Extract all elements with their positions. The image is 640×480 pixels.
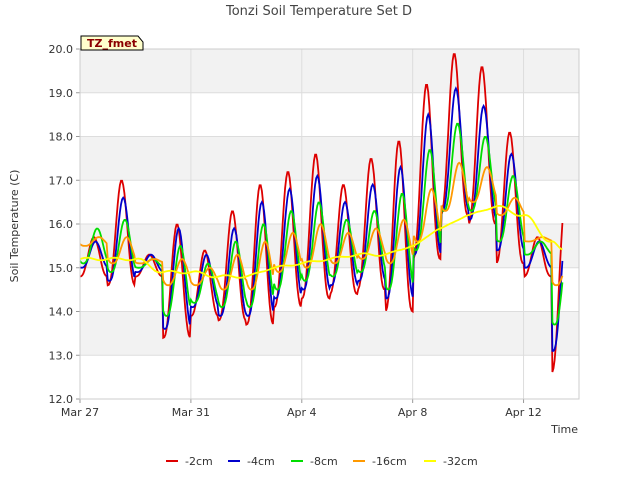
x-tick-label: Mar 31 bbox=[172, 406, 210, 419]
legend-label: -16cm bbox=[372, 455, 407, 468]
series-line-minus-8cm bbox=[79, 122, 564, 326]
legend-label: -4cm bbox=[247, 455, 275, 468]
y-tick-label: 15.0 bbox=[49, 262, 74, 275]
series-line-minus-32cm bbox=[79, 205, 563, 279]
plot-band bbox=[80, 136, 579, 181]
y-tick-label: 17.0 bbox=[49, 174, 74, 187]
plot-band bbox=[80, 355, 579, 399]
legend-label: -2cm bbox=[185, 455, 213, 468]
y-tick-label: 19.0 bbox=[49, 87, 74, 100]
badge-box bbox=[80, 35, 144, 51]
series-line-minus-16cm bbox=[79, 161, 564, 291]
x-axis-ticks: Mar 27 Mar 31 Apr 4 Apr 8 Apr 12 bbox=[61, 399, 542, 419]
y-tick-label: 20.0 bbox=[49, 43, 74, 56]
legend: -2cm -4cm -8cm -16cm -32cm bbox=[166, 455, 478, 468]
y-axis-ticks: 12.0 13.0 14.0 15.0 16.0 17.0 18.0 19.0 20.0 bbox=[49, 43, 80, 406]
x-tick-label: Mar 27 bbox=[61, 406, 99, 419]
x-tick-label: Apr 8 bbox=[398, 406, 428, 419]
y-axis-label: Soil Temperature (C) bbox=[8, 170, 21, 283]
legend-label: -8cm bbox=[310, 455, 338, 468]
plot-band bbox=[80, 49, 579, 93]
legend-label: -32cm bbox=[443, 455, 478, 468]
plot-frame bbox=[79, 48, 580, 400]
badge-text: TZ_fmet bbox=[87, 37, 137, 50]
y-tick-label: 14.0 bbox=[49, 306, 74, 319]
plot-band bbox=[80, 92, 579, 137]
chart-title: Tonzi Soil Temperature Set D bbox=[225, 4, 412, 19]
y-tick-label: 18.0 bbox=[49, 131, 74, 144]
y-tick-label: 16.0 bbox=[49, 218, 74, 231]
plot-band bbox=[80, 311, 579, 356]
series-line-minus-2cm bbox=[79, 53, 564, 373]
x-tick-label: Apr 12 bbox=[505, 406, 542, 419]
x-axis-label: Time bbox=[550, 423, 578, 436]
x-tick-label: Apr 4 bbox=[287, 406, 317, 419]
site-badge: TZ_fmet bbox=[80, 35, 144, 51]
y-tick-label: 13.0 bbox=[49, 349, 74, 362]
y-tick-label: 12.0 bbox=[49, 393, 74, 406]
series-line-minus-4cm bbox=[79, 86, 564, 352]
series-lines bbox=[79, 53, 564, 373]
